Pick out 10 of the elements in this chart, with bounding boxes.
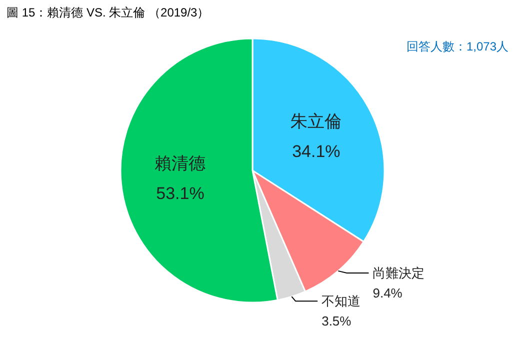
data-label: 9.4% (372, 285, 403, 300)
slice-label: 賴清德 (154, 154, 206, 173)
slice-label: 尚難決定 (372, 265, 425, 280)
data-label: 34.1% (292, 142, 340, 162)
data-label: 53.1% (156, 184, 204, 203)
slice-label: 不知道 (322, 294, 361, 309)
chart-title: 圖 15：賴清德 VS. 朱立倫 （2019/3） (6, 6, 210, 20)
slice-label: 朱立倫 (290, 112, 342, 132)
text: 回答人數：1,073人 (406, 40, 508, 54)
data-label: 3.5% (322, 314, 352, 329)
